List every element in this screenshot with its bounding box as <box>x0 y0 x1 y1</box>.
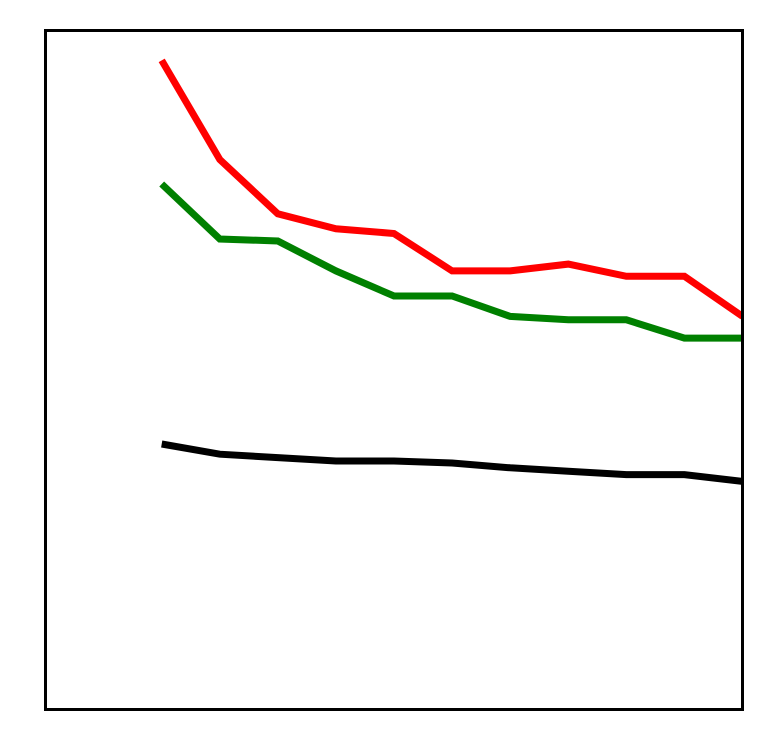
series-line-2 <box>159 181 743 342</box>
series-line-1 <box>158 58 743 320</box>
series-line-3 <box>161 440 743 485</box>
series-layer <box>158 58 743 485</box>
plot-frame <box>44 29 744 711</box>
